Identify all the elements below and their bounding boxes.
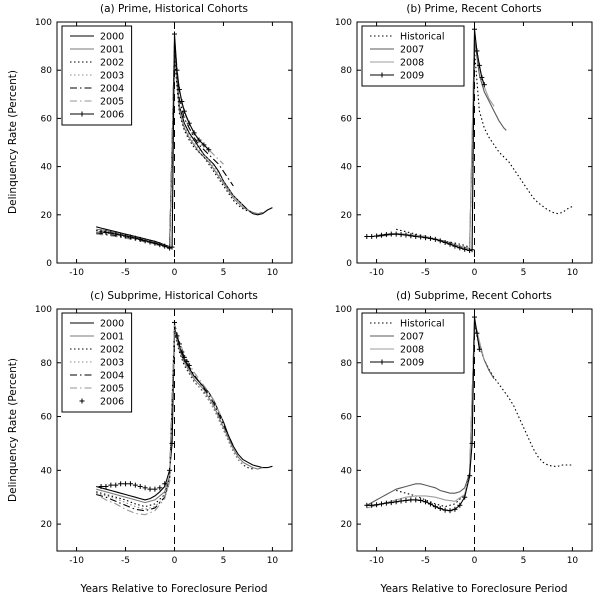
legend-label: 2006 (100, 397, 124, 408)
legend-label: 2007 (400, 45, 424, 56)
x-tick-label: 0 (472, 556, 478, 566)
x-tick-label: 10 (267, 268, 279, 278)
y-tick-label: 60 (41, 413, 53, 423)
x-tick-label: -5 (421, 268, 430, 278)
y-tick-label: 80 (341, 359, 353, 369)
x-tick-label: 10 (267, 556, 279, 566)
legend-label: 2005 (100, 384, 124, 395)
y-tick-label: 100 (335, 18, 352, 28)
x-tick-label: 0 (172, 268, 178, 278)
y-tick-label: 100 (35, 18, 52, 28)
y-tick-label: 40 (341, 163, 353, 173)
panel-a-plot: -10 -5 0 5 100204060801002000200120022003200… (35, 18, 293, 278)
x-axis-label-right: Years Relative to Foreclosure Period (380, 583, 568, 595)
legend-label: 2009 (400, 71, 424, 82)
legend-box (61, 25, 133, 126)
y-tick-label: 100 (335, 305, 352, 315)
legend-label: 2008 (400, 58, 424, 69)
panel-b: -10 -5 0 5 10 0 20 40 60 80 100 Historical 2007 2008 2… (300, 0, 600, 283)
x-tick-label: 5 (521, 556, 527, 566)
legend-label: 2002 (100, 345, 124, 356)
panel-d-title: (d) Subprime, Recent Cohorts (396, 290, 552, 302)
y-tick-label: 0 (346, 259, 352, 269)
x-tick-label: 5 (221, 268, 227, 278)
x-tick-label: 5 (521, 268, 527, 278)
legend-label: 2005 (100, 97, 124, 108)
legend-label: 2008 (400, 345, 424, 356)
panel-d: -10 -5 0 5 10 20 40 60 80 100 Historical 2007 2008 20… (300, 283, 600, 601)
panel-d-plot: -10 -5 0 5 10 20 40 60 80 100 Historical 2007 2008 20… (335, 305, 593, 566)
legend-label: 2002 (100, 58, 124, 69)
legend-label: 2000 (100, 319, 124, 330)
y-tick-label: 20 (341, 520, 353, 530)
panel-b-plot: -10 -5 0 5 10020406080100Historical200720082… (335, 18, 593, 278)
legend-label: 2001 (100, 332, 124, 343)
y-tick-label: 60 (341, 114, 353, 124)
x-tick-label: -10 (69, 556, 84, 566)
x-tick-label: -5 (121, 556, 130, 566)
y-tick-label: 60 (41, 114, 53, 124)
panel-c: -10 -5 0 5 10 20 40 60 80 100 2000 2001 2002 2003 2004… (0, 283, 300, 601)
y-tick-label: 20 (41, 520, 53, 530)
series-markers-2009 (364, 314, 482, 514)
x-tick-label: -10 (69, 268, 84, 278)
y-tick-label: 80 (41, 66, 53, 76)
series-2008 (366, 319, 485, 509)
y-tick-label: 0 (46, 259, 52, 269)
x-tick-label: 0 (172, 556, 178, 566)
panel-a: -10 -5 0 5 10 0 20 40 60 80 100 2000 2001 2002 2003 200… (0, 0, 300, 283)
panel-c-title: (c) Subprime, Historical Cohorts (90, 290, 258, 302)
y-tick-label: 80 (41, 359, 53, 369)
y-axis-label-top: Delinquency Rate (Percent) (7, 70, 19, 214)
x-tick-label: 0 (472, 268, 478, 278)
series-markers-2006 (98, 31, 212, 251)
y-tick-label: 40 (341, 466, 353, 476)
legend-label: 2003 (100, 358, 124, 369)
series-markers-2009 (364, 26, 487, 253)
series-markers-2006 (98, 319, 192, 492)
legend-box (61, 312, 133, 413)
x-tick-label: 10 (567, 268, 579, 278)
legend-label: 2007 (400, 332, 424, 343)
x-tick-label: -10 (369, 556, 384, 566)
x-tick-label: 5 (221, 556, 227, 566)
x-axis-label-left: Years Relative to Foreclosure Period (80, 583, 268, 595)
y-tick-label: 20 (41, 211, 53, 221)
y-tick-label: 60 (341, 413, 353, 423)
x-tick-label: 10 (567, 556, 579, 566)
legend-label: 2004 (100, 371, 124, 382)
legend-label: 2004 (100, 84, 124, 95)
y-tick-label: 40 (41, 163, 53, 173)
legend-label: 2009 (400, 358, 424, 369)
legend-label: 2000 (100, 32, 124, 43)
legend-label: 2003 (100, 71, 124, 82)
panel-b-title: (b) Prime, Recent Cohorts (406, 3, 542, 15)
legend-label: Historical (400, 319, 445, 330)
y-tick-label: 40 (41, 466, 53, 476)
y-axis-label-bottom: Delinquency Rate (Percent) (7, 358, 19, 502)
x-tick-label: -5 (421, 556, 430, 566)
series-2005 (100, 322, 225, 516)
panel-c-plot: -10 -5 0 5 10 20 40 60 80 100 2000 2001 2002 2003 2004… (35, 305, 293, 566)
legend-label: 2001 (100, 45, 124, 56)
y-tick-label: 80 (341, 66, 353, 76)
panel-a-title: (a) Prime, Historical Cohorts (100, 3, 248, 15)
y-tick-label: 20 (341, 211, 353, 221)
series-2001 (96, 330, 263, 504)
y-tick-label: 100 (35, 305, 52, 315)
series-2003 (96, 330, 244, 510)
series-2003 (96, 53, 244, 249)
legend-box (361, 25, 465, 87)
x-tick-label: -10 (369, 268, 384, 278)
x-tick-label: -5 (121, 268, 130, 278)
series-2005 (96, 38, 224, 250)
legend-label: 2006 (100, 110, 124, 121)
legend-label: Historical (400, 32, 445, 43)
